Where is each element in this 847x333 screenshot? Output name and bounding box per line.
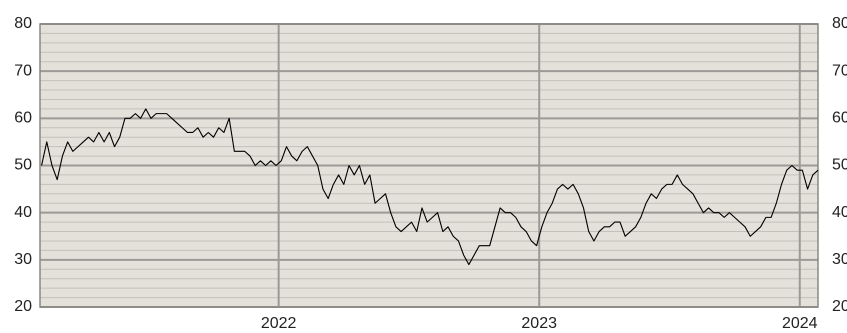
- y2-tick-label: 50: [832, 157, 847, 174]
- y2-tick-label: 40: [832, 204, 847, 221]
- x-tick-label: 2023: [521, 315, 557, 332]
- x-tick-label: 2022: [261, 315, 297, 332]
- y2-tick-label: 60: [832, 110, 847, 127]
- y-tick-label: 20: [14, 298, 32, 315]
- y-tick-label: 80: [14, 15, 32, 32]
- plot-frame: [39, 23, 819, 308]
- y-tick-label: 70: [14, 62, 32, 79]
- y2-tick-label: 80: [832, 15, 847, 32]
- y2-tick-label: 30: [832, 251, 847, 268]
- y-tick-label: 60: [14, 110, 32, 127]
- y-tick-label: 50: [14, 157, 32, 174]
- x-tick-label: 2024: [782, 315, 818, 332]
- y-tick-label: 40: [14, 204, 32, 221]
- y2-tick-label: 70: [832, 62, 847, 79]
- y2-tick-label: 20: [832, 298, 847, 315]
- y-tick-label: 30: [14, 251, 32, 268]
- price-line: [41, 108, 819, 266]
